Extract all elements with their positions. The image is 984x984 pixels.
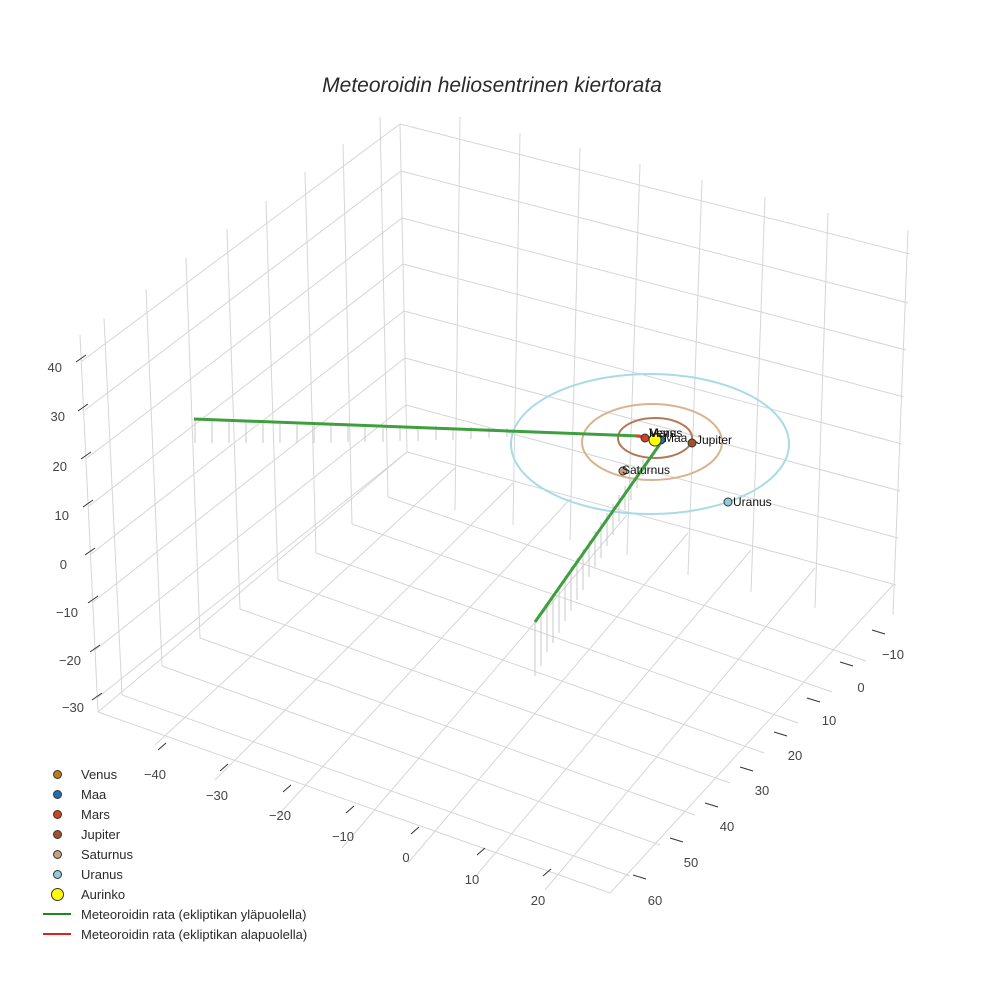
x-tick: −40 bbox=[144, 767, 166, 782]
aurinko-marker bbox=[648, 433, 662, 447]
uranus-marker bbox=[723, 497, 733, 507]
uranus-legend-icon bbox=[52, 869, 62, 879]
x-tick: 20 bbox=[531, 893, 545, 908]
uranus-orbit bbox=[510, 373, 790, 515]
y-tick: 50 bbox=[684, 855, 698, 870]
legend-label: Maa bbox=[81, 786, 107, 802]
back-wall-right-grid bbox=[399, 116, 911, 616]
legend-label: Meteoroidin rata (ekliptikan alapuolella… bbox=[81, 926, 308, 942]
legend-item-maa[interactable]: Maa bbox=[36, 784, 307, 804]
legend-item-mars[interactable]: Mars bbox=[36, 804, 307, 824]
green-line-legend-icon bbox=[43, 913, 71, 915]
trajectory-above-ecliptic-2 bbox=[533, 443, 662, 623]
saturnus-legend-icon bbox=[52, 849, 62, 859]
legend-item-trajectory-below[interactable]: Meteoroidin rata (ekliptikan alapuolella… bbox=[36, 924, 307, 944]
z-tick: −10 bbox=[56, 605, 78, 620]
venus-legend-icon bbox=[52, 769, 62, 779]
y-tick: 30 bbox=[755, 783, 769, 798]
maa-label: Maa bbox=[664, 431, 688, 445]
legend-label: Mars bbox=[81, 806, 110, 822]
orbits bbox=[510, 373, 790, 515]
x-axis: −40 −30 −20 −10 0 10 20 bbox=[144, 742, 552, 908]
jupiter-label: Jupiter bbox=[696, 433, 732, 447]
planets bbox=[618, 432, 733, 507]
maa-legend-icon bbox=[52, 789, 62, 799]
mars-legend-icon bbox=[52, 809, 62, 819]
floor-grid bbox=[97, 451, 894, 894]
jupiter-orbit bbox=[617, 417, 693, 459]
y-tick: 0 bbox=[857, 680, 864, 695]
x-tick: 10 bbox=[465, 872, 479, 887]
z-tick: −20 bbox=[59, 653, 81, 668]
legend-label: Uranus bbox=[81, 866, 123, 882]
z-tick: 20 bbox=[53, 459, 67, 474]
trajectory-above-ecliptic bbox=[193, 417, 641, 438]
y-tick: 20 bbox=[788, 748, 802, 763]
z-axis: 40 30 20 10 0 −10 −20 −30 bbox=[48, 354, 103, 715]
x-tick: −20 bbox=[269, 808, 291, 823]
legend-label: Meteoroidin rata (ekliptikan yläpuolella… bbox=[81, 906, 307, 922]
z-tick: 30 bbox=[51, 409, 65, 424]
legend-label: Jupiter bbox=[81, 826, 121, 842]
x-tick: −10 bbox=[332, 829, 354, 844]
z-tick: −30 bbox=[62, 700, 84, 715]
y-tick: 40 bbox=[720, 819, 734, 834]
legend-item-jupiter[interactable]: Jupiter bbox=[36, 824, 307, 844]
z-tick: 40 bbox=[48, 360, 62, 375]
legend-item-aurinko[interactable]: Aurinko bbox=[36, 884, 307, 904]
aurinko-legend-icon bbox=[50, 887, 64, 901]
y-tick: 10 bbox=[822, 713, 836, 728]
z-tick: 10 bbox=[55, 508, 69, 523]
y-tick: −10 bbox=[882, 647, 904, 662]
legend-item-trajectory-above[interactable]: Meteoroidin rata (ekliptikan yläpuolella… bbox=[36, 904, 307, 924]
back-wall-left-grid bbox=[79, 116, 408, 713]
z-tick: 0 bbox=[60, 557, 67, 572]
red-line-legend-icon bbox=[43, 933, 71, 935]
legend-item-uranus[interactable]: Uranus bbox=[36, 864, 307, 884]
x-tick: −30 bbox=[206, 788, 228, 803]
legend-item-saturnus[interactable]: Saturnus bbox=[36, 844, 307, 864]
uranus-label: Uranus bbox=[733, 495, 772, 509]
saturnus-orbit bbox=[581, 403, 723, 481]
jupiter-legend-icon bbox=[52, 829, 62, 839]
jupiter-marker bbox=[687, 438, 697, 448]
x-tick: 0 bbox=[402, 850, 409, 865]
y-tick: 60 bbox=[648, 893, 662, 908]
mars-label: Mars bbox=[649, 426, 676, 440]
legend-label: Venus bbox=[81, 766, 118, 782]
planet-labels: Venus Maa Mars Jupiter Saturnus Uranus bbox=[622, 426, 772, 509]
legend-label: Aurinko bbox=[81, 886, 126, 902]
legend: Venus Maa Mars Jupiter Saturnus Uranus A… bbox=[36, 764, 307, 944]
legend-label: Saturnus bbox=[81, 846, 134, 862]
legend-item-venus[interactable]: Venus bbox=[36, 764, 307, 784]
saturnus-label: Saturnus bbox=[622, 463, 670, 477]
saturnus-marker bbox=[618, 466, 628, 476]
venus-label: Venus bbox=[649, 426, 682, 440]
chart-title: Meteoroidin heliosentrinen kiertorata bbox=[322, 74, 662, 97]
y-axis: −10 0 10 20 30 40 50 60 bbox=[632, 629, 904, 908]
mars-marker bbox=[640, 433, 650, 443]
